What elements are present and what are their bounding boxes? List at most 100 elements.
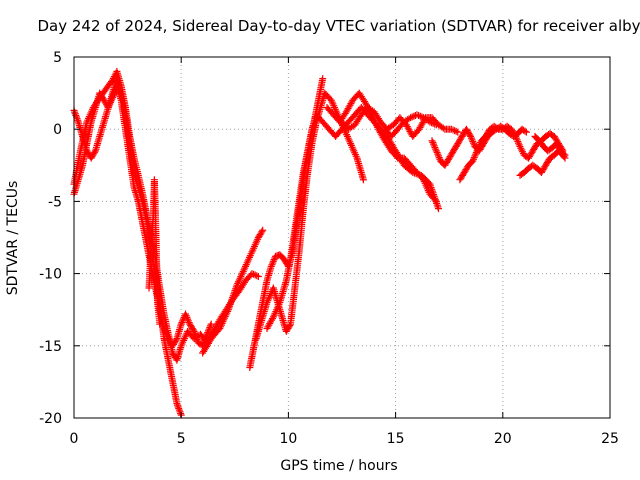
- series-pass-11: [381, 111, 440, 140]
- data-point: [520, 151, 531, 161]
- data-point: [122, 125, 133, 160]
- data-point: [546, 130, 557, 139]
- data-point: [387, 127, 400, 140]
- data-point: [368, 111, 382, 131]
- data-point: [209, 318, 223, 335]
- data-point: [499, 123, 510, 133]
- data-point: [295, 207, 307, 256]
- data-point: [164, 356, 176, 384]
- data-point: [529, 161, 540, 171]
- x-axis-label: GPS time / hours: [280, 458, 397, 474]
- data-point: [156, 320, 164, 328]
- data-point: [332, 127, 345, 140]
- y-tick-label: -10: [39, 267, 62, 283]
- data-point: [355, 89, 368, 105]
- data-point: [400, 154, 413, 168]
- data-point: [254, 228, 266, 241]
- data-point: [321, 89, 334, 103]
- y-tick-label: -20: [39, 411, 62, 427]
- series-pass-13: [456, 122, 567, 184]
- data-point: [561, 151, 569, 159]
- data-point: [407, 161, 420, 175]
- data-point: [276, 251, 287, 262]
- data-point: [235, 279, 248, 295]
- series-pass-1: [70, 67, 262, 364]
- data-point: [70, 178, 82, 198]
- data-point: [312, 111, 325, 124]
- data-point: [432, 197, 440, 205]
- data-point: [420, 114, 432, 125]
- data-point: [428, 137, 440, 153]
- data-point: [304, 127, 316, 155]
- y-tick-label: 5: [53, 50, 62, 66]
- data-point: [542, 156, 553, 169]
- series-pass-15: [531, 132, 569, 159]
- data-point: [96, 89, 107, 103]
- data-point: [400, 115, 413, 126]
- data-point: [276, 279, 290, 306]
- series-pass-5: [199, 226, 267, 357]
- data-point: [224, 283, 240, 314]
- data-point: [445, 148, 457, 162]
- data-point: [254, 272, 262, 280]
- data-point: [257, 300, 270, 328]
- data-point: [546, 152, 557, 162]
- data-point: [370, 108, 383, 124]
- data-point: [169, 336, 180, 350]
- data-point: [248, 235, 262, 256]
- data-point: [96, 120, 107, 140]
- y-tick-label: -15: [39, 339, 62, 355]
- data-point: [327, 96, 341, 117]
- x-tick-label: 15: [387, 431, 405, 447]
- data-point: [542, 131, 552, 140]
- data-point: [544, 145, 555, 155]
- data-point: [182, 310, 193, 326]
- data-point: [323, 104, 336, 117]
- axis-ticks: 0 5 10 15 20 25 -20 -15 -10 -5 0 5: [39, 50, 619, 447]
- data-point: [269, 300, 283, 321]
- data-point: [488, 126, 499, 136]
- data-point: [450, 141, 461, 155]
- data-point: [79, 141, 90, 169]
- data-point: [207, 320, 215, 328]
- data-point: [207, 326, 223, 343]
- data-point: [319, 75, 327, 83]
- series-pass-4: [145, 176, 164, 328]
- data-point: [242, 271, 255, 285]
- data-point: [552, 140, 564, 153]
- data-point: [91, 134, 103, 155]
- data-point: [413, 111, 426, 121]
- data-point: [535, 137, 546, 149]
- data-point: [520, 165, 531, 176]
- data-point: [203, 322, 214, 338]
- data-point: [100, 105, 112, 126]
- data-point: [426, 190, 439, 204]
- data-point: [319, 118, 332, 132]
- data-point: [248, 270, 261, 280]
- data-point: [454, 128, 462, 136]
- data-point: [420, 176, 433, 196]
- data-point: [314, 77, 326, 104]
- data-point: [351, 112, 364, 129]
- data-point: [516, 143, 527, 157]
- data-point: [482, 127, 493, 140]
- data-point: [456, 170, 467, 184]
- plot-frame: [73, 56, 611, 419]
- data-points: [70, 67, 569, 419]
- data-point: [160, 335, 172, 362]
- data-point: [259, 279, 271, 306]
- chart-title: Day 242 of 2024, Sidereal Day-to-day VTE…: [37, 17, 640, 35]
- data-point: [342, 98, 356, 116]
- data-point: [102, 78, 115, 93]
- data-point: [299, 170, 311, 213]
- data-point: [272, 251, 282, 260]
- data-point: [299, 149, 311, 176]
- data-point: [432, 121, 440, 129]
- data-point: [467, 132, 478, 149]
- data-point: [460, 163, 472, 176]
- data-point: [242, 250, 255, 270]
- y-tick-label: -5: [48, 194, 62, 210]
- data-point: [486, 123, 497, 133]
- data-point: [139, 219, 150, 247]
